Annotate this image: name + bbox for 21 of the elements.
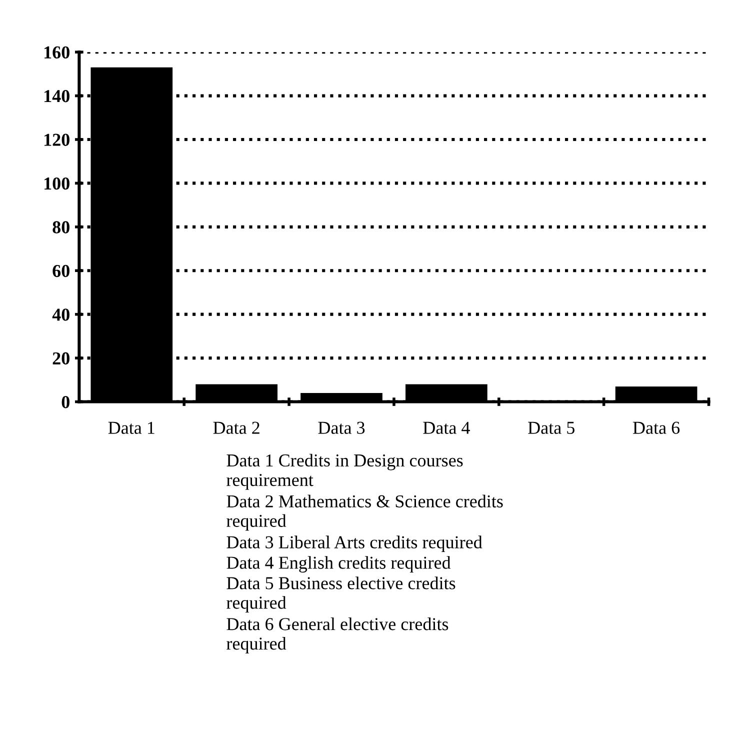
- text: Data 3 Liberal Arts credits required: [226, 536, 482, 552]
- y-tick-label: 0: [62, 396, 70, 408]
- y-tick-label: 60: [52, 264, 70, 278]
- y-tick-label: 40: [52, 308, 70, 321]
- text: Data 2 Mathematics & Science credits required: [226, 494, 503, 531]
- text: Data 6 General elective credits required: [226, 618, 448, 654]
- text: Data 5 Business elective credits required: [226, 576, 456, 612]
- y-tick-label: 20: [52, 352, 70, 364]
- y-tick-label: 160: [44, 46, 70, 59]
- text: Data 4 English credits required: [226, 556, 451, 573]
- text: Data 1 Credits in Design courses requirement: [226, 454, 463, 490]
- x-tick-label: Data 6: [633, 422, 680, 434]
- x-tick-label: Data 5: [528, 422, 574, 434]
- y-tick-label: 140: [44, 90, 70, 102]
- y-tick-label: 80: [52, 221, 70, 234]
- y-tick-label: 100: [44, 177, 70, 190]
- x-tick-label: Data 1: [108, 422, 154, 434]
- y-tick-label: 120: [44, 134, 70, 146]
- x-tick-label: Data 4: [423, 422, 470, 434]
- x-tick-label: Data 3: [318, 422, 365, 434]
- x-tick-label: Data 2: [213, 422, 260, 434]
